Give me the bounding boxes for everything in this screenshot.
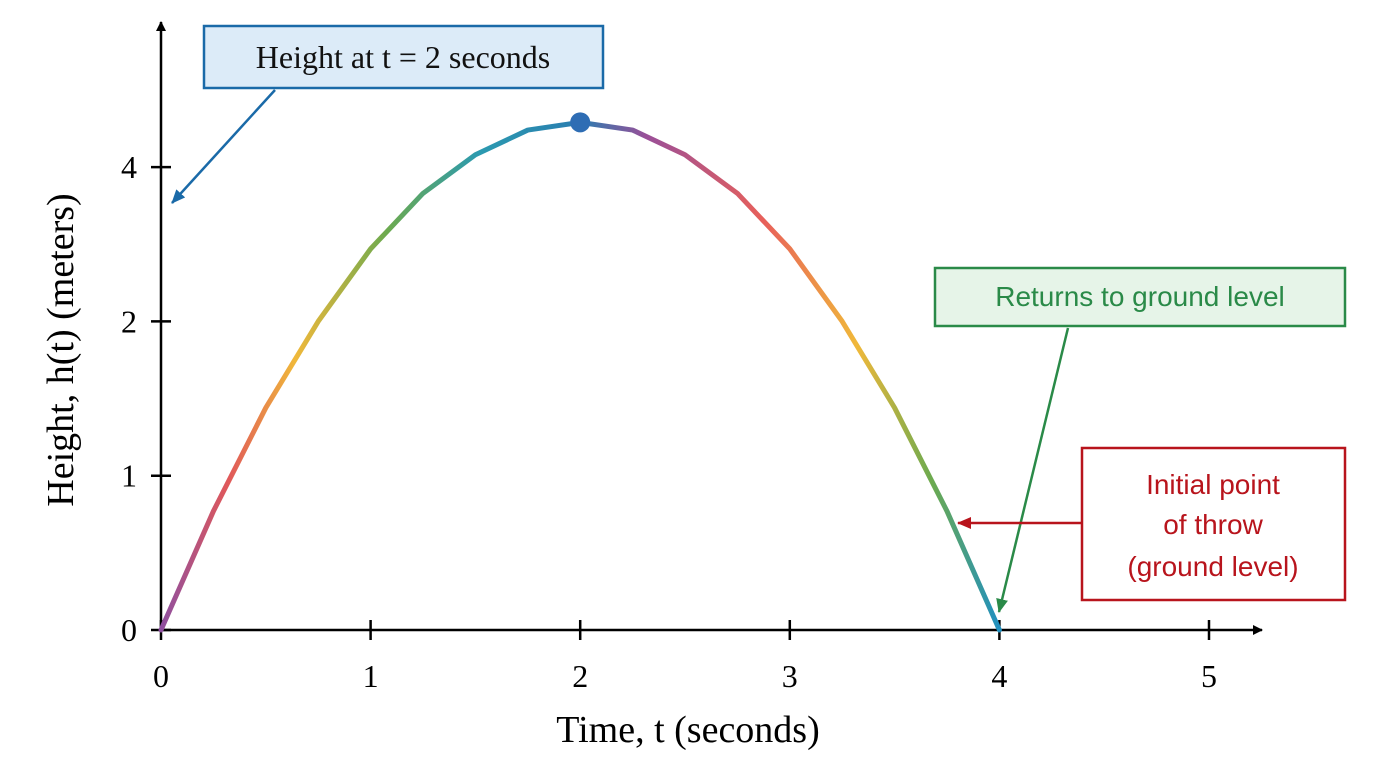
annotation-text: (ground level) (1127, 551, 1298, 582)
annotation-text: Initial point (1146, 469, 1280, 500)
x-axis-title: Time, t (seconds) (556, 709, 820, 751)
annotation-box (202, 24, 605, 90)
annotation-arrow (996, 327, 1070, 613)
annotation-text: Returns to ground level (995, 281, 1285, 312)
annotation-arrow (171, 89, 276, 204)
x-tick-label: 3 (782, 658, 798, 694)
x-tick-label: 1 (363, 658, 379, 694)
y-tick-label: 2 (121, 303, 137, 339)
y-tick-label: 4 (121, 149, 137, 185)
annotation-text: Height at t = 2 seconds (256, 39, 550, 75)
x-tick-label: 0 (153, 658, 169, 694)
peak-point (570, 112, 591, 133)
y-axis-title: Height, h(t) (meters) (40, 193, 82, 506)
y-tick-label: 1 (121, 458, 137, 494)
trajectory (158, 119, 1002, 633)
y-tick-label: 0 (121, 612, 137, 648)
x-tick-label: 4 (991, 658, 1007, 694)
x-tick-label: 5 (1201, 658, 1217, 694)
annotation-box (933, 266, 1347, 328)
annotation-text: of throw (1163, 509, 1263, 540)
x-tick-label: 2 (572, 658, 588, 694)
